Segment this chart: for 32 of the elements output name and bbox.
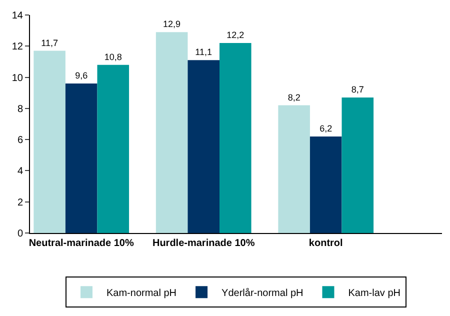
data-label: 10,8 (104, 52, 122, 62)
data-label: 9,6 (75, 70, 88, 81)
y-tick-label: 8 (17, 104, 24, 115)
y-tick-label: 0 (17, 228, 24, 240)
bar (310, 136, 342, 233)
x-tick-label: kontrol (308, 238, 344, 249)
y-tick-label: 12 (12, 42, 24, 53)
legend-label: Kam-normal pH (106, 288, 177, 299)
y-tick-label: 10 (12, 72, 24, 84)
bar (342, 98, 374, 233)
legend-label: Yderlår-normal pH (222, 287, 304, 299)
bar (188, 60, 220, 233)
data-label: 8,2 (288, 92, 300, 102)
bar (278, 105, 310, 233)
data-label: 12,2 (226, 30, 244, 40)
bar (34, 50, 66, 233)
x-tick-label: Hurdle-marinade 10% (152, 238, 255, 249)
y-tick-label: 6 (17, 135, 24, 146)
data-label: 8,7 (351, 84, 364, 95)
data-label: 12,9 (163, 19, 181, 30)
y-tick-label: 4 (17, 166, 24, 178)
data-label: 11,1 (195, 47, 212, 58)
bar (65, 84, 98, 233)
bar (156, 32, 188, 233)
legend-label: Kam-lav pH (348, 288, 400, 299)
y-tick-label: 2 (17, 197, 24, 208)
bar (97, 64, 130, 233)
data-label: 6,2 (320, 123, 332, 134)
y-tick-label: 14 (12, 10, 24, 22)
data-label: 11,7 (41, 38, 58, 48)
x-tick-label: Neutral-marinade 10% (28, 238, 134, 249)
bar (220, 43, 252, 233)
